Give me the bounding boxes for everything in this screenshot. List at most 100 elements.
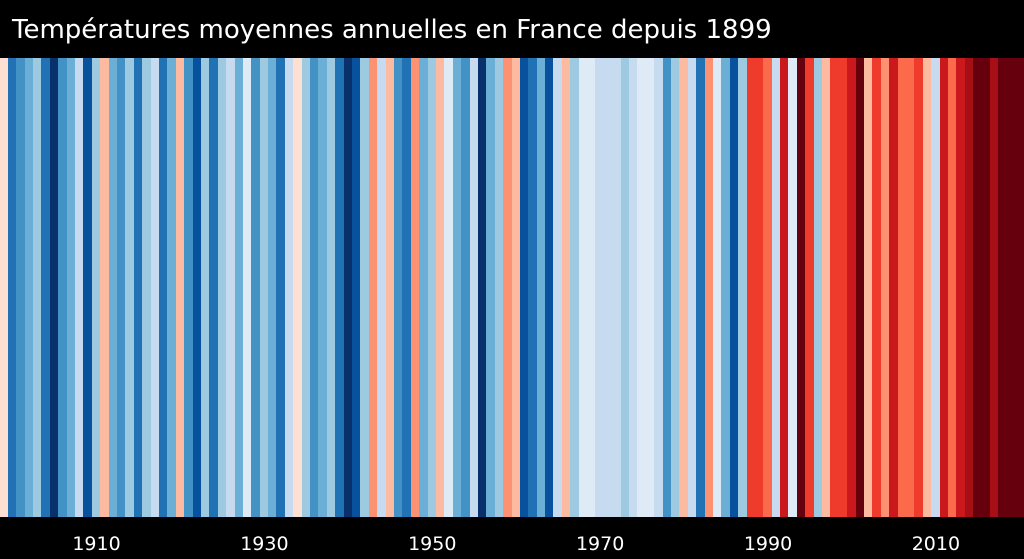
stripe-1976 — [646, 58, 655, 517]
x-tick-label: 1930 — [240, 533, 288, 555]
stripe-1909 — [83, 58, 93, 517]
stripe-2006 — [898, 58, 907, 517]
stripe-1954 — [461, 58, 471, 517]
stripe-1973 — [621, 58, 630, 517]
stripe-1986 — [730, 58, 739, 517]
stripe-1901 — [16, 58, 26, 517]
stripes-group — [0, 58, 1024, 517]
stripe-2017 — [990, 58, 999, 517]
stripe-1929 — [251, 58, 261, 517]
stripe-2001 — [856, 58, 865, 517]
stripe-1977 — [654, 58, 664, 517]
stripe-1903 — [33, 58, 42, 517]
stripe-1984 — [713, 58, 722, 517]
stripe-1933 — [285, 58, 294, 517]
stripe-1932 — [276, 58, 286, 517]
stripe-1900 — [8, 58, 17, 517]
stripe-1950 — [428, 58, 437, 517]
stripe-1930 — [260, 58, 269, 517]
stripe-1949 — [419, 58, 429, 517]
x-tick-label: 1970 — [576, 533, 624, 555]
x-axis-ticks: 1910 1930 1950 1970 1990 2010 — [72, 533, 960, 555]
stripe-2020 — [1015, 58, 1024, 517]
stripe-1996 — [814, 58, 823, 517]
stripe-2008 — [914, 58, 924, 517]
stripe-1911 — [100, 58, 110, 517]
stripe-1999 — [839, 58, 848, 517]
stripe-1953 — [453, 58, 462, 517]
stripe-1939 — [335, 58, 345, 517]
stripe-1981 — [688, 58, 697, 517]
stripe-1942 — [360, 58, 370, 517]
stripe-1989 — [755, 58, 764, 517]
stripe-1955 — [470, 58, 479, 517]
stripe-1969 — [587, 58, 596, 517]
stripe-1998 — [830, 58, 840, 517]
stripe-2005 — [889, 58, 899, 517]
stripe-1987 — [738, 58, 748, 517]
stripe-1948 — [411, 58, 420, 517]
stripe-2013 — [956, 58, 966, 517]
x-tick-label: 1910 — [72, 533, 120, 555]
stripe-1965 — [553, 58, 563, 517]
stripe-1946 — [394, 58, 403, 517]
stripe-1963 — [537, 58, 546, 517]
stripe-1978 — [663, 58, 672, 517]
x-tick-label: 2010 — [912, 533, 960, 555]
stripe-1927 — [235, 58, 244, 517]
stripe-1992 — [780, 58, 789, 517]
stripe-2002 — [864, 58, 873, 517]
stripe-1916 — [142, 58, 152, 517]
x-tick-label: 1990 — [744, 533, 792, 555]
stripe-1919 — [167, 58, 177, 517]
stripe-1960 — [512, 58, 521, 517]
stripe-2003 — [872, 58, 882, 517]
stripe-1997 — [822, 58, 831, 517]
stripe-1923 — [201, 58, 210, 517]
stripe-1922 — [193, 58, 202, 517]
stripe-1934 — [293, 58, 303, 517]
stripe-1975 — [637, 58, 647, 517]
stripe-1961 — [520, 58, 529, 517]
stripe-2000 — [847, 58, 857, 517]
stripe-1924 — [209, 58, 219, 517]
stripe-1905 — [50, 58, 59, 517]
stripe-1936 — [310, 58, 319, 517]
stripe-2018 — [998, 58, 1008, 517]
stripe-1974 — [629, 58, 638, 517]
stripe-1980 — [679, 58, 689, 517]
stripe-1967 — [570, 58, 580, 517]
stripe-2016 — [982, 58, 991, 517]
stripe-1983 — [705, 58, 714, 517]
stripe-1985 — [721, 58, 731, 517]
stripe-1925 — [218, 58, 227, 517]
stripe-1943 — [369, 58, 378, 517]
stripe-1944 — [377, 58, 387, 517]
stripe-1962 — [528, 58, 538, 517]
stripe-1968 — [579, 58, 588, 517]
stripe-1937 — [318, 58, 328, 517]
stripe-1958 — [495, 58, 504, 517]
stripe-1941 — [352, 58, 361, 517]
stripe-1940 — [344, 58, 353, 517]
stripe-1972 — [612, 58, 622, 517]
stripe-1908 — [75, 58, 84, 517]
stripe-2007 — [906, 58, 915, 517]
stripe-2004 — [881, 58, 890, 517]
stripe-1951 — [436, 58, 445, 517]
stripe-1982 — [696, 58, 706, 517]
stripe-1990 — [763, 58, 773, 517]
stripe-1904 — [41, 58, 51, 517]
stripe-2011 — [940, 58, 949, 517]
stripe-1970 — [595, 58, 605, 517]
stripe-1931 — [268, 58, 277, 517]
stripe-1957 — [486, 58, 496, 517]
stripe-1966 — [562, 58, 571, 517]
stripe-1918 — [159, 58, 168, 517]
stripe-1979 — [671, 58, 680, 517]
stripe-1899 — [0, 58, 9, 517]
stripe-1988 — [747, 58, 756, 517]
stripe-1935 — [302, 58, 311, 517]
x-tick-label: 1950 — [408, 533, 456, 555]
